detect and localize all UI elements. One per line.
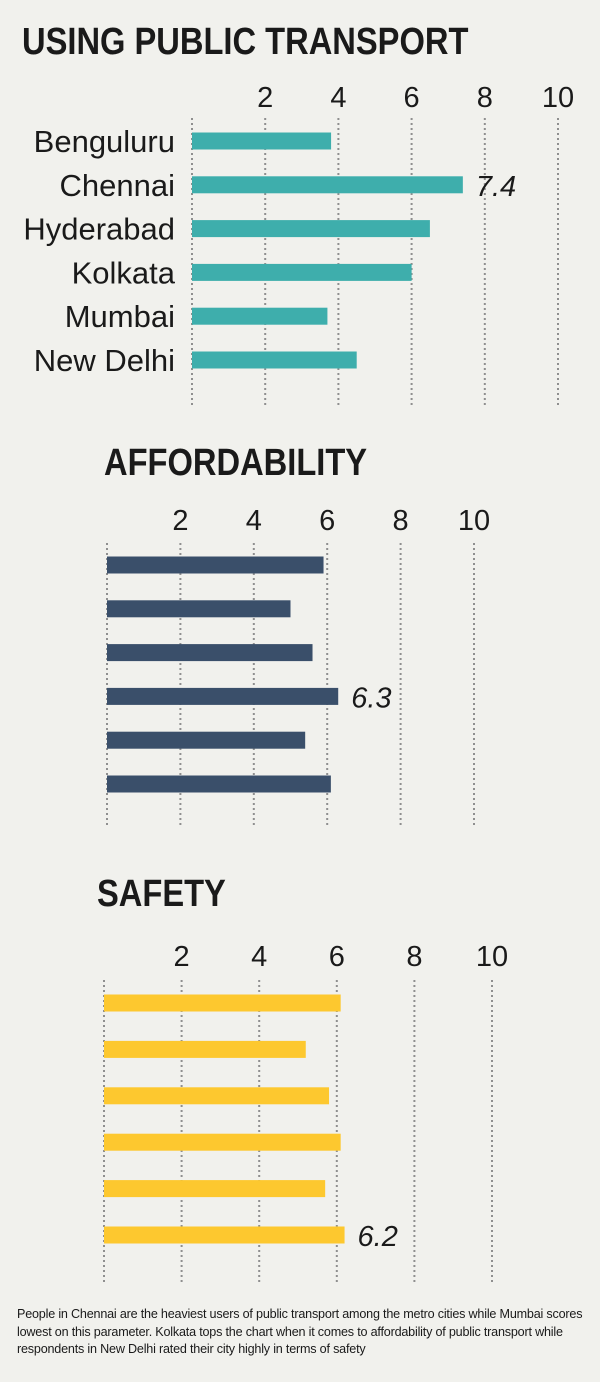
tick-label: 4: [330, 82, 346, 114]
tick-label: 6: [329, 941, 345, 973]
category-label: Kolkata: [72, 255, 176, 290]
tick-label: 8: [406, 941, 422, 973]
bar-new-delhi: [104, 1226, 345, 1244]
bar-hyderabad: [192, 220, 430, 238]
value-label: 6.3: [351, 682, 391, 714]
bar-chennai: [107, 600, 291, 618]
bar-charts: USING PUBLIC TRANSPORT 2 4 6 8 10 Benguluru Che…: [22, 20, 574, 1282]
tick-label: 6: [404, 82, 420, 114]
bar-chennai: [104, 1040, 306, 1058]
tick-label: 2: [257, 82, 273, 114]
bar-mumbai: [104, 1180, 326, 1198]
category-label: Benguluru: [34, 124, 175, 159]
tick-label: 4: [246, 505, 262, 537]
tick-label: 2: [172, 505, 188, 537]
tick-label: 10: [458, 505, 490, 537]
category-label: Hyderabad: [23, 212, 175, 247]
category-label: New Delhi: [34, 343, 175, 378]
tick-label: 4: [251, 941, 267, 973]
value-label: 7.4: [476, 171, 516, 203]
chart-title: SAFETY: [97, 872, 226, 915]
tick-label: 10: [476, 941, 508, 973]
bar-mumbai: [107, 731, 306, 749]
tick-label: 10: [542, 82, 574, 114]
tick-label: 8: [477, 82, 493, 114]
chart-title: AFFORDABILITY: [104, 441, 367, 484]
chart-title: USING PUBLIC TRANSPORT: [22, 20, 469, 63]
bar-new-delhi: [107, 775, 331, 793]
bar-kolkata: [104, 1133, 341, 1151]
bar-chennai: [192, 176, 463, 194]
tick-label: 6: [319, 505, 335, 537]
bar-kolkata: [192, 263, 412, 281]
value-label: 6.2: [358, 1221, 398, 1253]
footnote: People in Chennai are the heaviest users…: [17, 1307, 583, 1356]
bar-benguluru: [192, 132, 332, 150]
bar-benguluru: [104, 994, 341, 1012]
category-label: Mumbai: [65, 299, 175, 334]
bar-kolkata: [107, 687, 339, 705]
bar-hyderabad: [104, 1087, 330, 1105]
bar-benguluru: [107, 556, 324, 574]
bar-hyderabad: [107, 644, 313, 662]
category-label: Chennai: [60, 168, 175, 203]
tick-label: 2: [174, 941, 190, 973]
bar-new-delhi: [192, 351, 357, 369]
tick-label: 8: [393, 505, 409, 537]
bar-mumbai: [192, 307, 328, 325]
